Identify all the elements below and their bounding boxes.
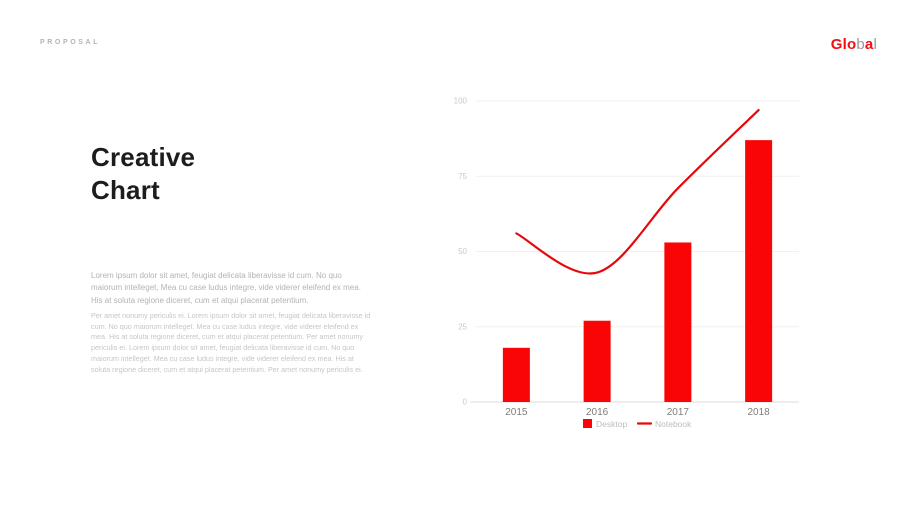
x-label-2018: 2018 [748,407,771,418]
logo-part-bold: Glo [830,36,857,53]
y-tick-0: 0 [463,398,468,407]
y-tick-75: 75 [458,172,467,181]
y-tick-100: 100 [454,97,468,106]
legend-desktop-swatch-icon [583,419,592,428]
bar-2016 [583,320,611,402]
logo-part-gray1: b [856,36,865,53]
kicker-label: PROPOSAL [40,39,101,46]
bar-2017 [664,242,692,402]
logo-part-gray2: l [873,36,877,53]
brand-logo: Global [831,36,877,53]
notebook-line [515,108,760,275]
legend-desktop-label: Desktop [596,419,627,429]
page-title-line2: Chart [91,175,160,205]
x-label-2017: 2017 [667,407,690,418]
y-tick-25: 25 [458,322,467,331]
page-title: Creative Chart [91,141,195,207]
body-paragraph-1: Lorem ipsum dolor sit amet, feugiat deli… [91,271,361,305]
x-label-2016: 2016 [586,407,609,418]
legend-notebook-label: Notebook [655,419,692,429]
logo-part-accent: a [864,36,874,53]
x-label-2015: 2015 [505,407,528,418]
page-title-line1: Creative [91,142,196,172]
body-paragraph-2: Per amet nonumy periculis ei. Lorem ipsu… [91,311,371,374]
bar-2015 [502,347,530,402]
y-tick-50: 50 [458,247,467,256]
bar-line-chart: 0 25 50 75 100 2015 2016 2017 2018 Desktop Noteboo… [448,88,818,448]
chart-canvas: 0 25 50 75 100 2015 2016 2017 2018 Desktop Noteboo… [454,97,799,429]
bar-2018 [745,140,773,402]
